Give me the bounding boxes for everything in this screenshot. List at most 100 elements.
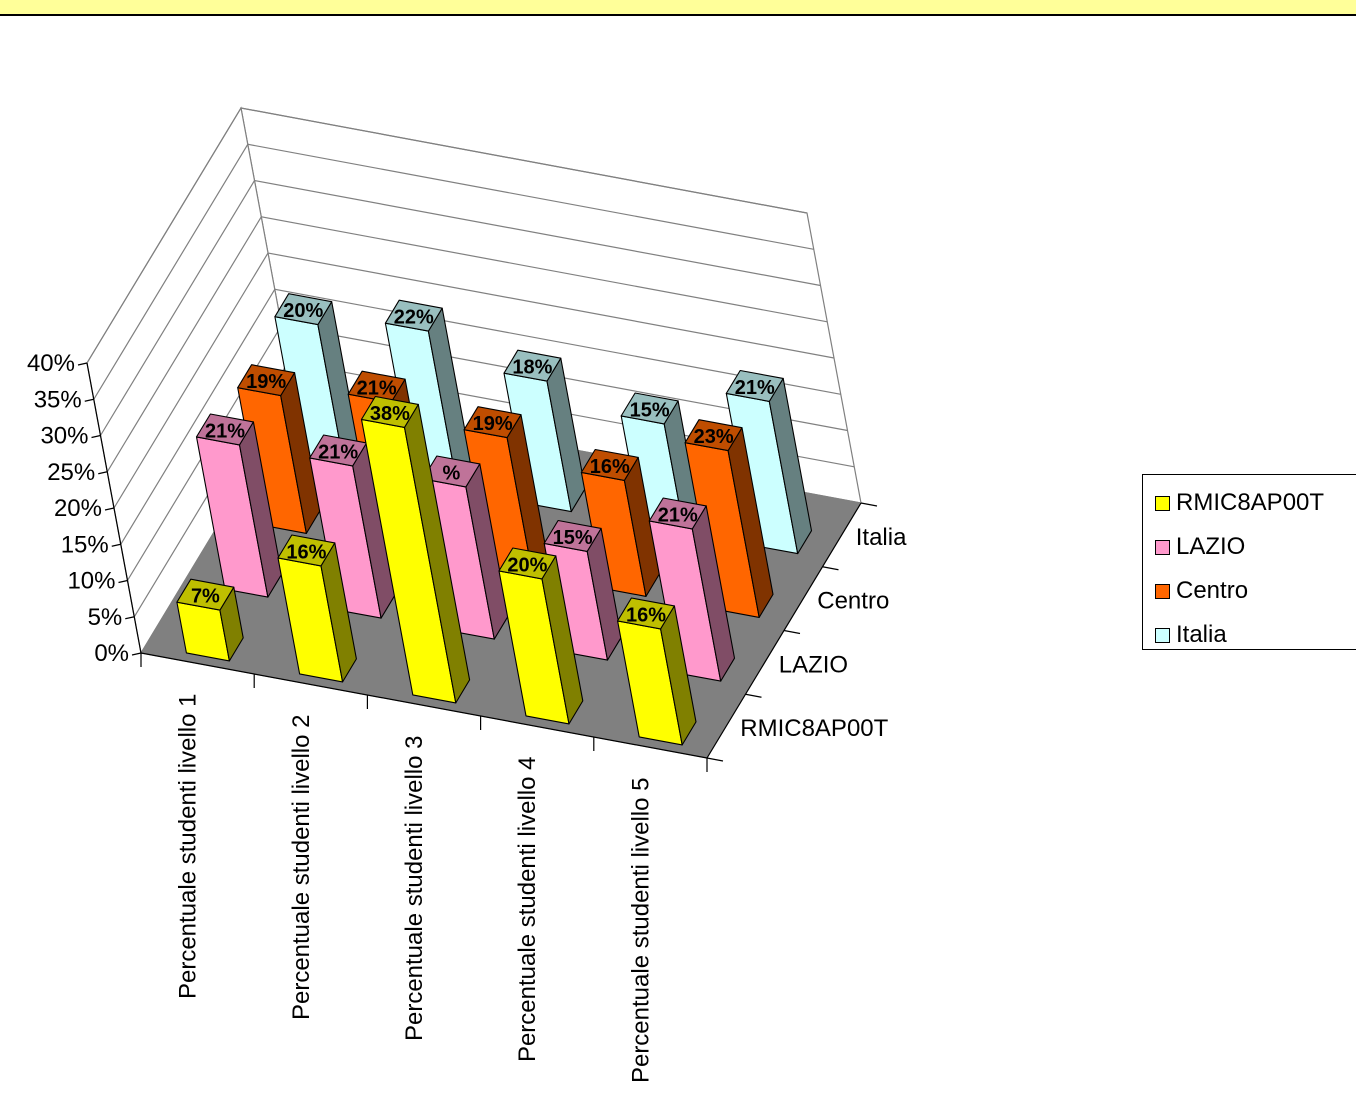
depth-tick	[706, 757, 724, 762]
bar: 20%	[498, 547, 584, 725]
depth-tick	[783, 629, 801, 635]
legend-swatch	[1155, 539, 1170, 555]
bar-top	[503, 349, 562, 382]
y-tick	[118, 579, 128, 584]
y-tick	[91, 434, 101, 439]
legend-item: LAZIO	[1155, 525, 1356, 569]
bar-top	[684, 419, 743, 452]
legend-swatch	[1155, 627, 1170, 643]
bar: 16%	[277, 534, 357, 683]
y-tick-label: 35%	[34, 386, 82, 413]
data-label: 21%	[735, 377, 775, 399]
data-label: 23%	[694, 426, 734, 448]
data-label: 16%	[286, 541, 326, 563]
data-label: 16%	[590, 456, 630, 478]
bar: 21%	[309, 434, 396, 619]
plot-area: 0% 5% 10% 15% 20% 25% 30% 35% 40% Percentuale stu…	[27, 106, 907, 1084]
depth-label: RMIC8AP00T	[740, 715, 888, 742]
bar: 21%	[648, 497, 736, 682]
legend-item: Italia	[1155, 613, 1356, 657]
bar: 16%	[580, 448, 661, 597]
bar: 18%	[503, 349, 586, 513]
bar: 22%	[384, 299, 473, 492]
y-tick-label: 0%	[94, 640, 129, 667]
legend-swatch	[1155, 495, 1170, 511]
legend-swatch	[1155, 583, 1170, 599]
gridline	[99, 179, 821, 436]
data-label: 7%	[191, 586, 220, 608]
y-tick	[77, 362, 88, 366]
y-tick-label: 25%	[47, 459, 95, 486]
bar-top	[648, 497, 707, 530]
gridline	[86, 107, 808, 364]
y-tick-label: 10%	[67, 568, 115, 595]
data-label: 21%	[205, 420, 245, 442]
bar-top	[384, 299, 443, 332]
bar-top	[422, 455, 481, 488]
gridline	[106, 216, 828, 473]
bar-top	[360, 395, 419, 428]
bar: 21%	[195, 413, 283, 598]
data-label: 38%	[370, 403, 410, 425]
data-label: 22%	[394, 307, 434, 329]
depth-tick	[822, 566, 839, 571]
depth-tick	[860, 502, 878, 507]
y-tick-label: 40%	[27, 350, 75, 377]
data-label: 21%	[658, 504, 698, 526]
gridline	[120, 288, 841, 545]
x-tick-label: Percentuale studenti livello 4	[514, 757, 541, 1063]
bar-top	[277, 534, 336, 567]
y-tick-label: 20%	[54, 495, 102, 522]
depth-label: Italia	[856, 524, 907, 551]
data-label: 20%	[507, 554, 547, 576]
y-tick	[98, 471, 108, 475]
legend-label: Centro	[1176, 577, 1249, 604]
legend: RMIC8AP00T LAZIO Centro Italia	[1142, 474, 1356, 650]
legend-item: RMIC8AP00T	[1155, 481, 1356, 525]
bar-top	[620, 392, 679, 425]
x-axis	[140, 652, 708, 759]
bar: 7%	[176, 578, 244, 662]
y-tick-label: 30%	[40, 423, 88, 450]
x-tick-label: Percentuale studenti livello 2	[288, 715, 315, 1021]
legend-label: RMIC8AP00T	[1176, 489, 1325, 516]
bar-top	[463, 406, 522, 439]
bar: 20%	[274, 293, 360, 471]
bar-top	[617, 597, 675, 630]
y-tick	[84, 398, 94, 402]
legend-label: LAZIO	[1176, 533, 1246, 560]
y-tick	[131, 652, 142, 656]
legend-item: Centro	[1155, 569, 1356, 613]
data-label: 21%	[318, 441, 358, 463]
bar: 16%	[617, 597, 697, 746]
depth-tick	[745, 693, 762, 698]
bar-top	[580, 448, 639, 481]
bar: 21%	[725, 369, 813, 555]
depth-label: Centro	[817, 588, 889, 615]
chart-title-strip	[0, 0, 1356, 16]
data-label: 19%	[473, 413, 513, 435]
gridline	[113, 252, 835, 509]
x-tick-label: Percentuale studenti livello 1	[175, 694, 202, 1000]
bar-top	[543, 519, 602, 552]
gridline	[93, 143, 814, 400]
bar: 23%	[684, 419, 774, 618]
data-label: 16%	[626, 604, 666, 626]
bar-top	[237, 364, 296, 397]
data-label: 20%	[283, 300, 323, 322]
bar: %	[422, 455, 509, 640]
bar: 38%	[360, 395, 471, 704]
x-tick-label: Percentuale studenti livello 3	[401, 736, 428, 1042]
y-tick	[125, 616, 135, 620]
x-tick-label: Percentuale studenti livello 5	[627, 778, 654, 1084]
bar-top	[498, 547, 557, 580]
bar-top	[195, 413, 254, 446]
bar-top	[274, 293, 333, 326]
data-label: 21%	[357, 378, 397, 400]
y-tick-label: 15%	[61, 531, 109, 558]
data-label: 15%	[630, 399, 670, 421]
depth-label: LAZIO	[779, 651, 848, 678]
bar-top	[176, 578, 235, 611]
data-label: 15%	[553, 527, 593, 549]
